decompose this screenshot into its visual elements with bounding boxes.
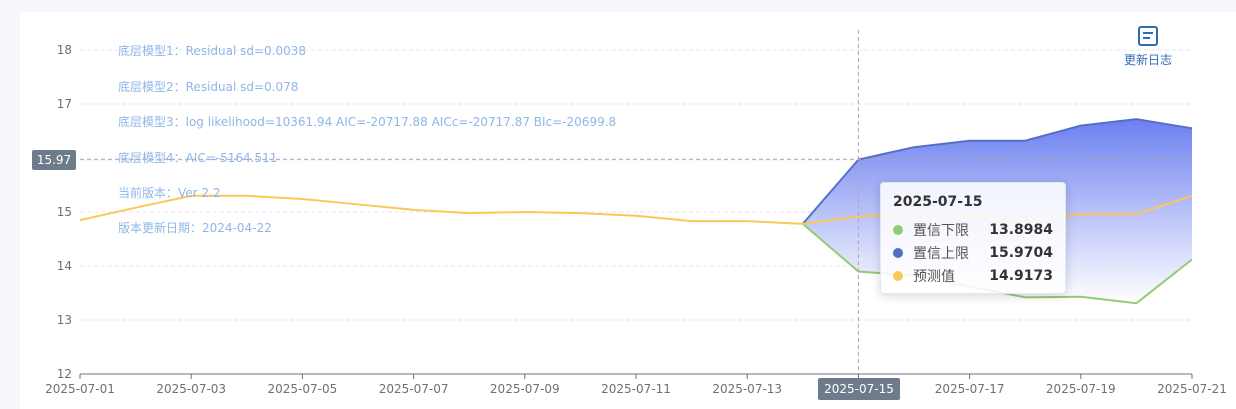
- x-tick-label: 2025-07-11: [601, 382, 671, 396]
- y-axis-pointer-label: 15.97: [32, 150, 76, 170]
- x-tick-label: 2025-07-13: [712, 382, 782, 396]
- x-tick-label: 2025-07-05: [268, 382, 338, 396]
- tooltip-row-upper: 置信上限 15.9704: [893, 241, 1053, 264]
- tooltip-row-value: 15.9704: [989, 244, 1053, 261]
- tooltip: 2025-07-15 置信下限 13.8984 置信上限 15.9704 预测值…: [880, 182, 1066, 294]
- y-tick-label: 14: [57, 259, 72, 273]
- y-tick-label: 15: [57, 205, 72, 219]
- tooltip-row-value: 13.8984: [989, 221, 1053, 238]
- y-tick-label: 18: [57, 43, 72, 57]
- x-axis-pointer-label: 2025-07-15: [818, 378, 900, 400]
- tooltip-row-name: 置信下限: [913, 222, 969, 239]
- y-tick-label: 17: [57, 97, 72, 111]
- upper-bound-dot: [893, 247, 903, 258]
- tooltip-row-name: 预测值: [913, 268, 955, 285]
- x-tick-label: 2025-07-21: [1157, 382, 1227, 396]
- model-annotation: 底层模型3：log likelihood=10361.94 AIC=-20717…: [118, 114, 616, 129]
- x-tick-label: 2025-07-07: [379, 382, 449, 396]
- document-icon[interactable]: [1138, 26, 1158, 46]
- tooltip-date: 2025-07-15: [893, 194, 983, 210]
- tooltip-row-name: 置信上限: [913, 245, 969, 262]
- tooltip-row-value: 14.9173: [989, 267, 1053, 284]
- x-tick-label: 2025-07-03: [156, 382, 226, 396]
- x-tick-label: 2025-07-09: [490, 382, 560, 396]
- lower-bound-dot: [893, 224, 903, 235]
- series-line-upper-bound: [802, 118, 1193, 225]
- model-annotation: 底层模型2：Residual sd=0.078: [118, 79, 298, 94]
- x-tick-label: 2025-07-01: [45, 382, 115, 396]
- x-tick-label: 2025-07-17: [935, 382, 1005, 396]
- tooltip-row-lower: 置信下限 13.8984: [893, 218, 1053, 241]
- model-annotation: 底层模型4：AIC=-5164.511: [118, 150, 277, 165]
- model-annotation: 底层模型1：Residual sd=0.0038: [118, 43, 306, 58]
- tooltip-row-forecast: 预测值 14.9173: [893, 264, 1053, 287]
- model-annotation: 版本更新日期：2024-04-22: [118, 220, 272, 235]
- forecast-dot: [893, 270, 903, 281]
- changelog-button[interactable]: 更新日志: [1124, 26, 1172, 67]
- model-annotation: 当前版本：Ver 2.2: [118, 185, 221, 200]
- y-tick-label: 12: [57, 367, 72, 381]
- x-tick-label: 2025-07-19: [1046, 382, 1116, 396]
- changelog-label[interactable]: 更新日志: [1124, 52, 1172, 67]
- y-tick-label: 13: [57, 313, 72, 327]
